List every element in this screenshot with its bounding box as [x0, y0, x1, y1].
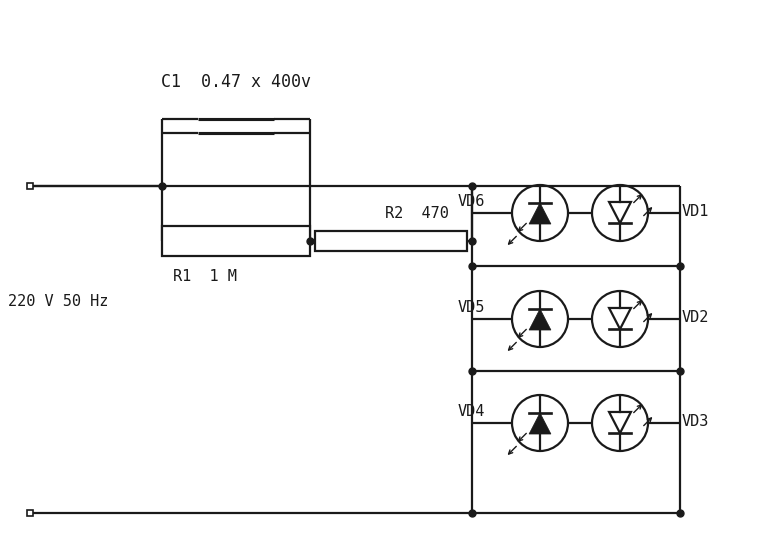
Bar [315, 231, 467, 251]
Polygon shape [609, 308, 631, 329]
Polygon shape [529, 413, 551, 434]
Text: R1  1 M: R1 1 M [173, 269, 237, 284]
Text: R2  470: R2 470 [385, 206, 449, 221]
Text: VD2: VD2 [682, 309, 709, 325]
Text: VD5: VD5 [457, 300, 485, 314]
Text: VD4: VD4 [457, 404, 485, 419]
Text: C1  0.47 x 400v: C1 0.47 x 400v [161, 73, 311, 91]
Bar [27, 183, 33, 189]
Polygon shape [529, 309, 551, 330]
Text: VD6: VD6 [457, 194, 485, 208]
Text: 220 V 50 Hz: 220 V 50 Hz [8, 294, 109, 308]
Polygon shape [609, 412, 631, 433]
Polygon shape [609, 202, 631, 223]
Polygon shape [529, 203, 551, 224]
Bar [27, 510, 33, 516]
Bar [162, 226, 310, 256]
Text: VD1: VD1 [682, 203, 709, 219]
Text: VD3: VD3 [682, 413, 709, 428]
